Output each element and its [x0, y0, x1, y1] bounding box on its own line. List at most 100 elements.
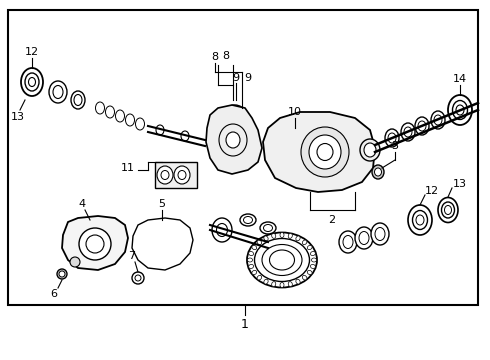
Circle shape [57, 269, 67, 279]
Ellipse shape [418, 121, 426, 131]
Ellipse shape [230, 108, 240, 116]
Bar [155, 162, 197, 188]
Ellipse shape [404, 127, 412, 137]
Ellipse shape [448, 95, 472, 125]
Ellipse shape [288, 233, 293, 238]
Text: 12: 12 [25, 47, 39, 57]
Text: 14: 14 [453, 74, 467, 84]
Text: 12: 12 [425, 186, 439, 196]
Ellipse shape [116, 110, 124, 122]
Ellipse shape [264, 236, 268, 241]
Ellipse shape [385, 129, 399, 147]
Ellipse shape [71, 91, 85, 109]
Text: 5: 5 [158, 199, 166, 209]
Text: 10: 10 [288, 107, 302, 117]
Text: 8: 8 [212, 52, 219, 62]
Ellipse shape [244, 216, 252, 224]
Text: 3: 3 [392, 141, 398, 151]
Ellipse shape [296, 236, 300, 241]
Ellipse shape [28, 77, 35, 86]
Ellipse shape [339, 231, 357, 253]
Ellipse shape [53, 86, 63, 99]
Ellipse shape [254, 238, 310, 282]
Ellipse shape [456, 105, 464, 115]
Ellipse shape [25, 73, 39, 91]
Ellipse shape [307, 270, 312, 275]
Ellipse shape [371, 223, 389, 245]
Ellipse shape [96, 102, 104, 114]
Ellipse shape [264, 225, 272, 231]
Text: 13: 13 [453, 179, 467, 189]
Ellipse shape [21, 68, 43, 96]
Circle shape [79, 228, 111, 260]
Ellipse shape [270, 250, 294, 270]
Polygon shape [206, 105, 262, 174]
Circle shape [59, 271, 65, 277]
Ellipse shape [360, 139, 380, 161]
Ellipse shape [343, 235, 353, 248]
Ellipse shape [280, 233, 284, 238]
Ellipse shape [408, 205, 432, 235]
Ellipse shape [125, 114, 134, 126]
Text: 1: 1 [241, 319, 249, 332]
Ellipse shape [240, 214, 256, 226]
Ellipse shape [302, 275, 307, 280]
Ellipse shape [271, 233, 276, 238]
Ellipse shape [302, 240, 307, 244]
Ellipse shape [247, 233, 317, 288]
Ellipse shape [49, 81, 67, 103]
Polygon shape [62, 216, 128, 270]
Ellipse shape [248, 252, 253, 256]
Ellipse shape [174, 166, 190, 184]
Ellipse shape [264, 279, 268, 284]
Ellipse shape [309, 135, 341, 169]
Ellipse shape [434, 115, 442, 125]
Ellipse shape [247, 258, 252, 262]
Ellipse shape [252, 246, 257, 249]
Text: 9: 9 [245, 73, 251, 83]
Ellipse shape [359, 231, 369, 244]
Ellipse shape [388, 133, 396, 143]
Ellipse shape [374, 168, 382, 176]
Polygon shape [263, 112, 375, 192]
Polygon shape [132, 218, 193, 270]
Text: 2: 2 [328, 215, 336, 225]
Ellipse shape [178, 171, 186, 180]
Text: 9: 9 [232, 73, 240, 83]
Text: 13: 13 [11, 112, 25, 122]
Circle shape [86, 235, 104, 253]
Text: 6: 6 [50, 289, 57, 299]
Circle shape [70, 257, 80, 267]
Ellipse shape [156, 125, 164, 135]
Text: 4: 4 [78, 199, 86, 209]
Bar [8, 10, 478, 305]
Ellipse shape [257, 275, 262, 280]
Ellipse shape [355, 227, 373, 249]
Ellipse shape [296, 279, 300, 284]
Text: 8: 8 [222, 51, 229, 61]
Ellipse shape [157, 166, 173, 184]
Ellipse shape [161, 171, 169, 180]
Ellipse shape [317, 144, 333, 161]
Ellipse shape [452, 100, 467, 120]
Ellipse shape [212, 218, 232, 242]
Ellipse shape [257, 240, 262, 244]
Circle shape [135, 275, 141, 281]
Ellipse shape [181, 131, 189, 141]
Ellipse shape [252, 270, 257, 275]
Ellipse shape [364, 143, 376, 157]
Ellipse shape [311, 265, 316, 269]
Ellipse shape [226, 105, 244, 119]
Ellipse shape [301, 127, 349, 177]
Ellipse shape [401, 123, 415, 141]
Ellipse shape [311, 252, 316, 256]
Ellipse shape [271, 282, 276, 287]
Ellipse shape [312, 258, 317, 262]
Text: 7: 7 [128, 251, 136, 261]
Ellipse shape [438, 198, 458, 222]
Ellipse shape [105, 106, 115, 118]
Ellipse shape [413, 211, 427, 230]
Ellipse shape [262, 244, 302, 275]
Ellipse shape [280, 283, 284, 288]
Ellipse shape [431, 111, 445, 129]
